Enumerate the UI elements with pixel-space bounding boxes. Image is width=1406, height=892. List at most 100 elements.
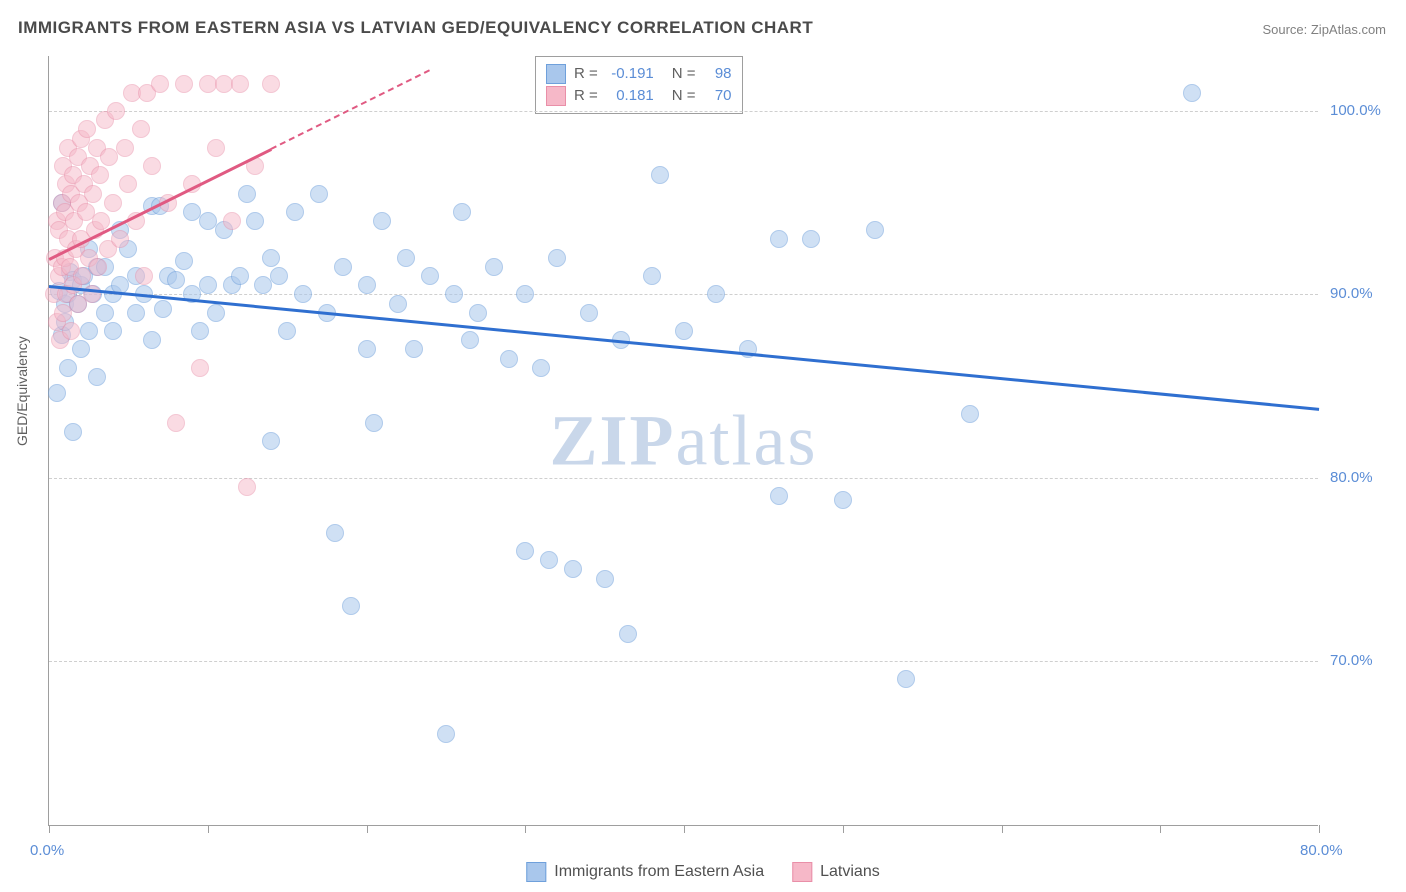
scatter-point [175, 252, 193, 270]
watermark-part2: atlas [676, 400, 818, 480]
source-attribution: Source: ZipAtlas.com [1262, 22, 1386, 37]
scatter-point [207, 304, 225, 322]
y-tick-label: 70.0% [1330, 652, 1373, 669]
bottom-legend: Immigrants from Eastern Asia Latvians [526, 862, 879, 882]
stat-n-value: 70 [704, 85, 732, 107]
y-tick-label: 100.0% [1330, 102, 1381, 119]
scatter-point [897, 670, 915, 688]
stat-r-label: R = [574, 63, 598, 85]
stats-row: R =-0.191N =98 [546, 63, 732, 85]
scatter-point [62, 322, 80, 340]
scatter-point [405, 340, 423, 358]
scatter-point [254, 276, 272, 294]
legend-swatch [526, 862, 546, 882]
scatter-point [619, 625, 637, 643]
scatter-point [278, 322, 296, 340]
scatter-point [154, 300, 172, 318]
scatter-point [135, 267, 153, 285]
scatter-point [199, 276, 217, 294]
scatter-point [143, 331, 161, 349]
scatter-point [437, 725, 455, 743]
scatter-point [262, 432, 280, 450]
scatter-point [238, 478, 256, 496]
scatter-point [707, 285, 725, 303]
scatter-point [64, 423, 82, 441]
chart-title: IMMIGRANTS FROM EASTERN ASIA VS LATVIAN … [18, 18, 813, 38]
scatter-point [373, 212, 391, 230]
scatter-point [104, 322, 122, 340]
scatter-point [231, 267, 249, 285]
scatter-point [469, 304, 487, 322]
scatter-point [334, 258, 352, 276]
gridline [49, 478, 1318, 479]
y-tick-label: 90.0% [1330, 285, 1373, 302]
x-tick [49, 825, 50, 833]
scatter-point [548, 249, 566, 267]
scatter-point [643, 267, 661, 285]
scatter-point [564, 560, 582, 578]
scatter-point [485, 258, 503, 276]
x-tick-label: 80.0% [1300, 842, 1343, 859]
scatter-point [262, 75, 280, 93]
legend-swatch [546, 86, 566, 106]
stat-r-label: R = [574, 85, 598, 107]
y-tick-label: 80.0% [1330, 469, 1373, 486]
x-tick [1002, 825, 1003, 833]
x-tick [684, 825, 685, 833]
scatter-point [88, 368, 106, 386]
scatter-point [540, 551, 558, 569]
scatter-point [89, 258, 107, 276]
scatter-point [294, 285, 312, 303]
gridline [49, 111, 1318, 112]
scatter-point [961, 405, 979, 423]
scatter-point [167, 414, 185, 432]
x-tick [525, 825, 526, 833]
scatter-point [111, 230, 129, 248]
scatter-point [770, 487, 788, 505]
scatter-point [191, 322, 209, 340]
scatter-point [342, 597, 360, 615]
stat-n-value: 98 [704, 63, 732, 85]
legend-label: Immigrants from Eastern Asia [554, 863, 764, 881]
y-axis-label: GED/Equivalency [14, 336, 30, 446]
scatter-point [104, 194, 122, 212]
scatter-point [72, 340, 90, 358]
scatter-point [802, 230, 820, 248]
scatter-point [326, 524, 344, 542]
scatter-point [167, 271, 185, 289]
scatter-point [231, 75, 249, 93]
scatter-point [580, 304, 598, 322]
x-tick [843, 825, 844, 833]
x-tick [367, 825, 368, 833]
scatter-point [500, 350, 518, 368]
scatter-point [175, 75, 193, 93]
gridline [49, 294, 1318, 295]
trend-line [49, 285, 1319, 410]
scatter-point [389, 295, 407, 313]
scatter-point [207, 139, 225, 157]
scatter-point [675, 322, 693, 340]
stats-legend: R =-0.191N =98R =0.181N =70 [535, 56, 743, 114]
scatter-point [397, 249, 415, 267]
scatter-point [119, 175, 137, 193]
scatter-point [48, 384, 66, 402]
watermark-part1: ZIP [550, 400, 676, 480]
scatter-point [516, 542, 534, 560]
scatter-point [596, 570, 614, 588]
scatter-point [516, 285, 534, 303]
scatter-point [262, 249, 280, 267]
scatter-point [96, 304, 114, 322]
scatter-point [532, 359, 550, 377]
scatter-point [107, 102, 125, 120]
watermark: ZIPatlas [550, 399, 818, 482]
legend-swatch [546, 64, 566, 84]
gridline [49, 661, 1318, 662]
stat-n-label: N = [672, 85, 696, 107]
scatter-point [59, 359, 77, 377]
scatter-point [132, 120, 150, 138]
legend-item: Latvians [792, 862, 880, 882]
scatter-point [143, 157, 161, 175]
scatter-point [651, 166, 669, 184]
scatter-point [453, 203, 471, 221]
plot-area: ZIPatlas R =-0.191N =98R =0.181N =70 [48, 56, 1318, 826]
